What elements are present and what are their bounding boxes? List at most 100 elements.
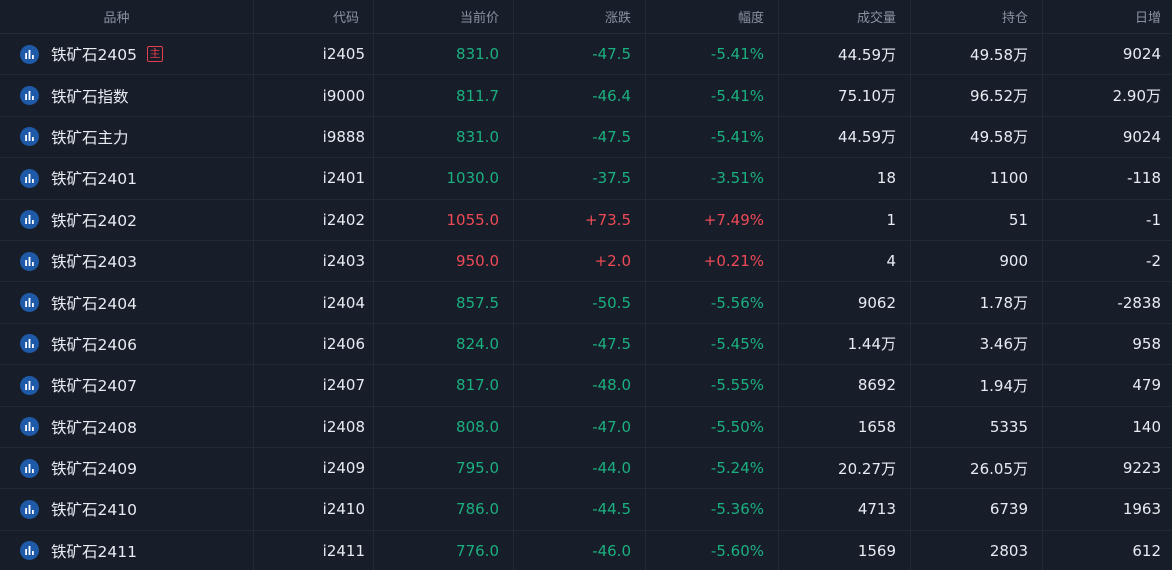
open-interest-cell: 1100 [911,158,1043,199]
header-name[interactable]: 品种 [0,0,254,33]
daily-change-cell: 958 [1132,334,1161,353]
price-cell: 824.0 [374,323,514,365]
table-row[interactable]: 铁矿石2404 i2404 857.5 -50.5 -5.56% 9062 1.… [0,282,1172,324]
code-cell: i9000 [254,75,374,116]
table-row[interactable]: 铁矿石2401 i2401 1030.0 -37.5 -3.51% 18 110… [0,158,1172,200]
table-row[interactable]: 铁矿石指数 i9000 811.7 -46.4 -5.41% 75.10万 96… [0,75,1172,117]
change-cell: -47.5 [514,323,646,365]
bar-chart-icon[interactable] [20,127,39,147]
percent-cell: -5.60% [646,530,779,570]
daily-change-cell: 9024 [1122,45,1161,64]
price-cell: 950.0 [374,240,514,282]
change-cell: -47.5 [514,34,646,75]
table-row[interactable]: 铁矿石2409 i2409 795.0 -44.0 -5.24% 20.27万 … [0,447,1172,490]
product-name: 铁矿石2405 [51,46,137,65]
price-cell: 795.0 [374,447,514,489]
main-contract-badge: 主 [146,46,163,63]
price-cell: 786.0 [374,489,514,530]
code-cell: i2410 [254,489,374,530]
bar-chart-icon[interactable] [20,86,39,106]
daily-change-cell: -2 [1146,252,1161,271]
volume-cell: 1 [779,199,911,240]
percent-cell: -3.51% [646,158,779,199]
header-change[interactable]: 涨跌 [514,0,646,33]
name-cell[interactable]: 铁矿石2410 [0,489,254,530]
percent-cell: -5.41% [646,34,779,75]
bar-chart-icon[interactable] [20,44,39,64]
header-daily-change[interactable]: 日增 [1134,11,1161,26]
daily-change-cell: 1963 [1122,500,1161,519]
percent-cell: -5.24% [646,447,779,489]
name-cell[interactable]: 铁矿石2408 [0,406,254,447]
open-interest-cell: 51 [911,199,1043,240]
product-name: 铁矿石2406 [51,335,137,354]
table-row[interactable]: 铁矿石2410 i2410 786.0 -44.5 -5.36% 4713 67… [0,489,1172,531]
name-cell[interactable]: 铁矿石2409 [0,447,254,489]
table-row[interactable]: 铁矿石2408 i2408 808.0 -47.0 -5.50% 1658 53… [0,406,1172,448]
name-cell[interactable]: 铁矿石2403 [0,240,254,282]
daily-change-cell: -1 [1146,210,1161,229]
header-code[interactable]: 代码 [254,0,374,33]
name-cell[interactable]: 铁矿石指数 [0,75,254,116]
table-row[interactable]: 铁矿石主力 i9888 831.0 -47.5 -5.41% 44.59万 49… [0,116,1172,159]
percent-cell: -5.36% [646,489,779,530]
volume-cell: 1.44万 [779,323,911,365]
code-cell: i2405 [254,34,374,75]
table-row[interactable]: 铁矿石2406 i2406 824.0 -47.5 -5.45% 1.44万 3… [0,323,1172,366]
price-cell: 811.7 [374,75,514,116]
table-row[interactable]: 铁矿石2407 i2407 817.0 -48.0 -5.55% 8692 1.… [0,365,1172,407]
product-name: 铁矿石2410 [51,501,137,520]
code-cell: i2404 [254,282,374,323]
table-header: 品种 代码 当前价 涨跌 幅度 成交量 持仓 日增 [0,0,1172,34]
name-cell[interactable]: 铁矿石2401 [0,158,254,199]
bar-chart-icon[interactable] [20,417,39,437]
open-interest-cell: 5335 [911,406,1043,447]
bar-chart-icon[interactable] [20,293,39,313]
name-cell[interactable]: 铁矿石2402 [0,199,254,240]
code-cell: i2403 [254,240,374,282]
change-cell: +2.0 [514,240,646,282]
change-cell: -48.0 [514,365,646,406]
change-cell: -50.5 [514,282,646,323]
volume-cell: 18 [779,158,911,199]
header-volume[interactable]: 成交量 [779,0,911,33]
name-cell[interactable]: 铁矿石2405 主 [0,34,254,75]
product-name: 铁矿石2401 [51,170,137,189]
bar-chart-icon[interactable] [20,375,39,395]
code-cell: i2411 [254,530,374,570]
name-cell[interactable]: 铁矿石2411 [0,530,254,570]
bar-chart-icon[interactable] [20,334,39,354]
code-cell: i2406 [254,323,374,365]
volume-cell: 4 [779,240,911,282]
daily-change-cell: 612 [1132,541,1161,560]
volume-cell: 75.10万 [779,75,911,116]
daily-change-cell: 479 [1132,376,1161,395]
change-cell: -47.5 [514,116,646,158]
open-interest-cell: 49.58万 [911,116,1043,158]
code-cell: i2401 [254,158,374,199]
price-cell: 831.0 [374,34,514,75]
code-cell: i2409 [254,447,374,489]
header-open-interest[interactable]: 持仓 [911,0,1043,33]
name-cell[interactable]: 铁矿石主力 [0,116,254,158]
header-percent[interactable]: 幅度 [646,0,779,33]
daily-change-cell: -2838 [1117,293,1161,312]
open-interest-cell: 96.52万 [911,75,1043,116]
name-cell[interactable]: 铁矿石2404 [0,282,254,323]
table-row[interactable]: 铁矿石2405 主 i2405 831.0 -47.5 -5.41% 44.59… [0,34,1172,76]
open-interest-cell: 6739 [911,489,1043,530]
table-row[interactable]: 铁矿石2403 i2403 950.0 +2.0 +0.21% 4 900 -2 [0,240,1172,283]
bar-chart-icon[interactable] [20,168,39,188]
bar-chart-icon[interactable] [20,541,39,561]
name-cell[interactable]: 铁矿石2407 [0,365,254,406]
bar-chart-icon[interactable] [20,499,39,519]
table-row[interactable]: 铁矿石2402 i2402 1055.0 +73.5 +7.49% 1 51 -… [0,199,1172,241]
bar-chart-icon[interactable] [20,458,39,478]
table-row[interactable]: 铁矿石2411 i2411 776.0 -46.0 -5.60% 1569 28… [0,530,1172,570]
volume-cell: 9062 [779,282,911,323]
name-cell[interactable]: 铁矿石2406 [0,323,254,365]
bar-chart-icon[interactable] [20,210,39,230]
header-price[interactable]: 当前价 [374,0,514,33]
bar-chart-icon[interactable] [20,251,39,271]
